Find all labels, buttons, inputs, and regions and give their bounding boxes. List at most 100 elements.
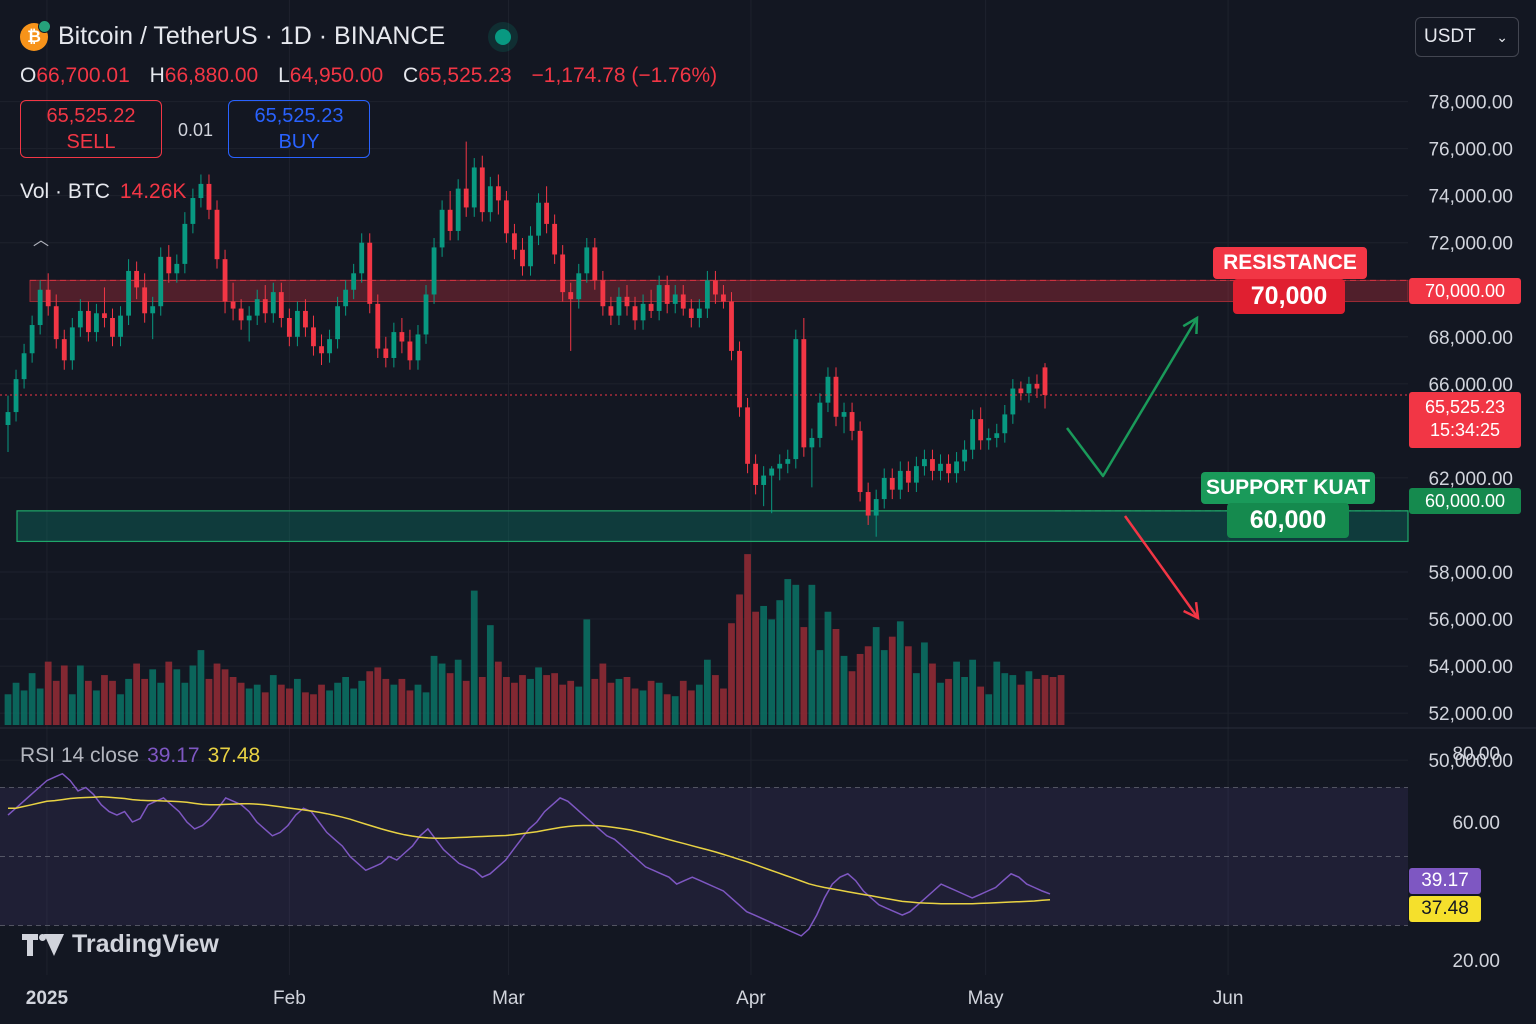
volume-bar [864, 646, 872, 725]
candle [841, 402, 847, 434]
volume-bar [856, 653, 864, 725]
candle-body [1034, 383, 1040, 389]
candle [600, 270, 606, 316]
volume-legend[interactable]: Vol · BTC 14.26K [20, 180, 186, 204]
volume-value: 14.26K [119, 180, 187, 203]
rsi-tick-label: 80.00 [1452, 744, 1500, 765]
candle-body [447, 209, 453, 231]
candle [865, 482, 871, 525]
volume-bar [213, 663, 221, 725]
volume-bar [896, 621, 904, 725]
candle-body [423, 294, 429, 335]
high-value: 66,880.00 [164, 64, 259, 87]
volume-bar [703, 659, 711, 725]
symbol-legend[interactable]: ₿ Bitcoin / TetherUS · 1D · BINANCE [20, 19, 512, 51]
candle [29, 315, 35, 363]
volume-bar [494, 661, 502, 725]
symbol-title: Bitcoin / TetherUS · 1D · BINANCE [58, 22, 446, 50]
candle [801, 317, 807, 457]
volume-bar [101, 675, 108, 725]
rsi-legend[interactable]: RSI 14 close 39.17 37.48 [20, 744, 260, 768]
volume-bars [4, 554, 1065, 725]
volume-bar [478, 677, 486, 725]
spread-value: 0.01 [178, 120, 214, 140]
candle [399, 317, 405, 354]
volume-bar [736, 594, 743, 725]
volume-bar [1017, 684, 1025, 725]
volume-bar [133, 663, 140, 725]
ohlc-legend: O66,700.01 H66,880.00 L64,950.00 C65,525… [20, 64, 731, 88]
volume-bar [575, 686, 583, 725]
candle-body [552, 223, 558, 255]
volume-bar [511, 682, 518, 725]
candle-body [857, 430, 863, 493]
candle-body [1042, 367, 1048, 396]
tradingview-logo[interactable]: TradingView [22, 930, 219, 959]
candle-body [913, 466, 919, 483]
candle [150, 296, 156, 340]
candle [648, 289, 654, 318]
candle-body [206, 183, 212, 210]
candle [528, 226, 533, 276]
sell-button[interactable]: 65,525.22 SELL [20, 100, 162, 158]
volume-bar [173, 669, 181, 725]
candle-body [962, 449, 968, 462]
countdown-timer: 15:34:25 [1429, 420, 1501, 440]
candle [439, 200, 445, 257]
candle [77, 299, 83, 337]
candle-body [126, 270, 131, 316]
candle [455, 179, 461, 241]
candle-body [214, 209, 220, 260]
candle [61, 329, 67, 370]
volume-bar [157, 682, 165, 725]
last-price-axis-tag: 65,525.23 15:34:25 [1409, 392, 1521, 448]
candle [592, 238, 598, 290]
volume-bar [953, 661, 960, 725]
candle [278, 282, 284, 328]
chevron-up-icon[interactable]: ︿ [33, 232, 50, 249]
candle-body [415, 334, 421, 361]
volume-bar [639, 690, 647, 725]
candle-body [897, 470, 903, 490]
currency-select[interactable]: USDT ⌄ [1415, 17, 1519, 57]
candle-body [327, 339, 332, 354]
bullish-scenario-arrow-line [1066, 317, 1199, 478]
candle [560, 245, 566, 302]
time-tick-label: Feb [273, 988, 306, 1009]
candle [230, 282, 236, 321]
sell-price: 65,525.22 [46, 105, 136, 127]
candle [656, 275, 662, 321]
volume-bar [551, 673, 559, 725]
volume-bar [438, 663, 446, 725]
candle [126, 259, 131, 326]
volume-bar [945, 678, 952, 725]
candle [319, 334, 324, 366]
candle [922, 449, 927, 476]
candle [69, 317, 75, 370]
candle-body [166, 256, 172, 274]
time-tick-label: May [968, 988, 1004, 1009]
candle [970, 409, 976, 460]
candle-body [1010, 388, 1016, 415]
candle-body [102, 313, 107, 318]
candle-body [158, 256, 164, 307]
candle [13, 369, 19, 422]
candlesticks [5, 141, 1048, 537]
rsi-value: 39.17 [147, 744, 200, 767]
price-tick-label: 56,000.00 [1428, 610, 1513, 631]
volume-bar [358, 680, 366, 725]
candle-body [174, 263, 180, 274]
volume-bar [197, 650, 205, 725]
candle-body [560, 254, 566, 293]
candle-body [1018, 388, 1024, 394]
candle-body [954, 461, 959, 474]
candle-body [544, 202, 550, 224]
high-label: H [149, 64, 165, 87]
candle-body [190, 198, 196, 224]
volume-bar [454, 659, 462, 725]
rsi-ma-value: 37.48 [207, 744, 261, 767]
candle [688, 299, 694, 328]
bearish-scenario-arrow-head [1183, 601, 1200, 621]
buy-button[interactable]: 65,525.23 BUY [228, 100, 370, 158]
